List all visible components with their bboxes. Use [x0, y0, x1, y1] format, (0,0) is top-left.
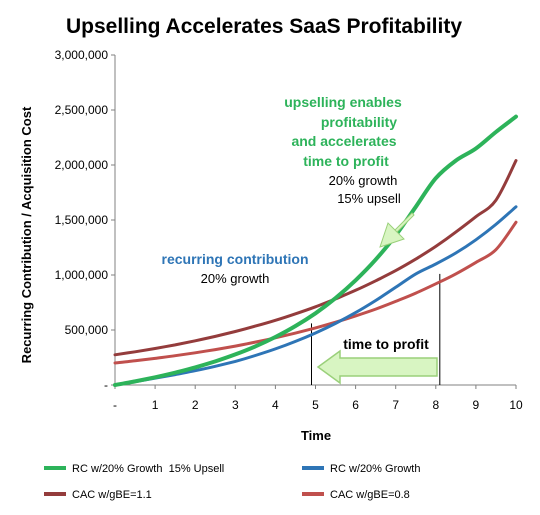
series-line-light-red — [113, 220, 518, 365]
series-line-dark-red — [113, 159, 518, 357]
recurring-annotation-title: recurring contribution — [162, 251, 309, 267]
series-line-blue — [113, 205, 518, 387]
upsell-annotation-line-1: upselling enables — [284, 94, 402, 110]
y-tick-label: 3,000,000 — [55, 48, 109, 62]
recurring-growth-label: 20% growth — [201, 271, 270, 286]
upsell-annotation-line-3: and accelerates — [291, 133, 396, 149]
x-tick-label: 8 — [432, 398, 439, 412]
x-tick-label: 6 — [352, 398, 359, 412]
legend-item-green-upsell[interactable]: RC w/20% Growth 15% Upsell — [44, 463, 224, 475]
x-tick-label: 10 — [509, 398, 523, 412]
y-tick-label: 2,500,000 — [55, 103, 109, 117]
x-tick-label: 7 — [392, 398, 399, 412]
y-tick-labels: - 500,000 1,000,000 1,500,000 2,000,000 2,500… — [55, 48, 115, 392]
upsell-percent-label: 15% upsell — [337, 191, 401, 206]
upsell-arrow-icon — [379, 212, 415, 248]
y-tick-label: - — [104, 378, 108, 392]
upsell-growth-label: 20% growth — [329, 173, 398, 188]
x-tick-label: - — [113, 398, 117, 412]
chart-title: Upselling Accelerates SaaS Profitability — [66, 15, 462, 38]
x-tick-labels: - 1 2 3 4 5 6 7 8 9 10 — [113, 385, 523, 412]
x-tick-label: 2 — [192, 398, 199, 412]
legend-label-blue: RC w/20% Growth — [330, 463, 420, 475]
x-tick-label: 4 — [272, 398, 279, 412]
y-tick-label: 2,000,000 — [55, 158, 109, 172]
y-axis-label: Recurring Contribution / Acquisition Cos… — [19, 106, 34, 363]
series-line-green — [113, 114, 518, 387]
series-lines — [113, 114, 518, 387]
legend-item-dark-red[interactable]: CAC w/gBE=1.1 — [44, 489, 152, 501]
x-tick-label: 5 — [312, 398, 319, 412]
time-to-profit-label: time to profit — [343, 336, 429, 352]
y-tick-label: 500,000 — [65, 323, 109, 337]
y-tick-label: 1,000,000 — [55, 268, 109, 282]
upsell-annotation-line-4: time to profit — [303, 153, 389, 169]
time-to-profit-arrow-icon — [316, 349, 438, 385]
x-tick-label: 3 — [232, 398, 239, 412]
legend-item-blue[interactable]: RC w/20% Growth — [302, 463, 420, 475]
upsell-annotation-line-2: profitability — [321, 114, 397, 130]
legend-item-light-red[interactable]: CAC w/gBE=0.8 — [302, 489, 410, 501]
legend: RC w/20% Growth 15% Upsell RC w/20% Grow… — [44, 463, 420, 501]
legend-label-green: RC w/20% Growth 15% Upsell — [72, 463, 224, 475]
x-tick-label: 1 — [152, 398, 159, 412]
x-tick-label: 9 — [473, 398, 480, 412]
y-tick-label: 1,500,000 — [55, 213, 109, 227]
legend-label-light-red: CAC w/gBE=0.8 — [330, 489, 410, 501]
x-axis-label: Time — [301, 428, 331, 443]
legend-label-dark-red: CAC w/gBE=1.1 — [72, 489, 152, 501]
